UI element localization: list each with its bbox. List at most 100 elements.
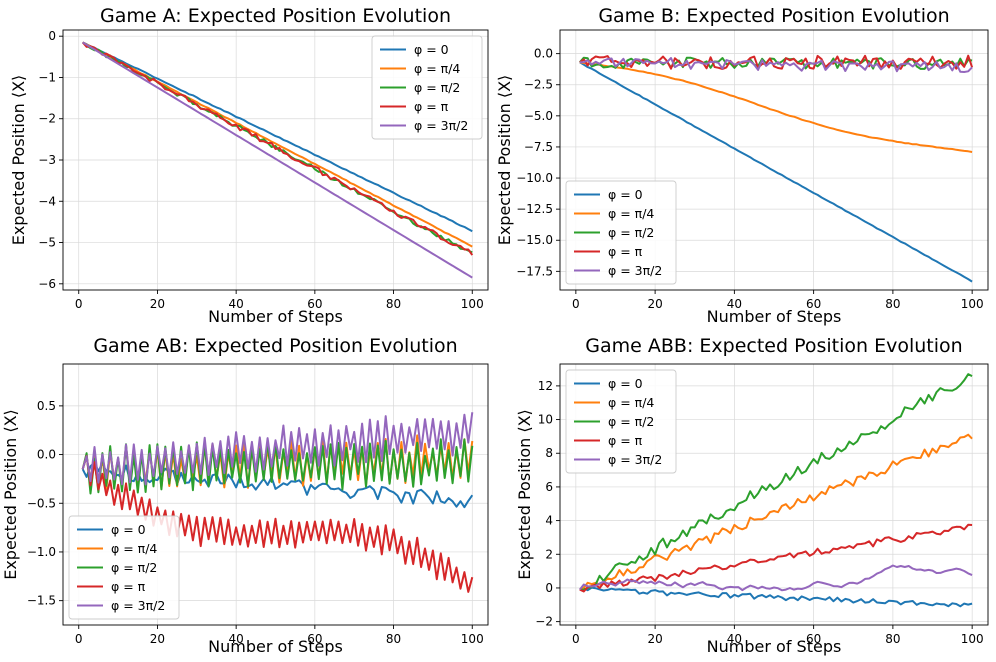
y-tick-label: 0.5	[37, 399, 56, 413]
series-line-4	[81, 454, 474, 593]
series-group	[579, 54, 974, 283]
x-tick-label: 40	[727, 632, 742, 646]
legend-entry: φ = π	[111, 579, 146, 594]
series-group	[81, 412, 474, 593]
legend-entry: φ = π	[608, 244, 643, 259]
x-tick-label: 20	[647, 297, 662, 311]
y-tick-label: −6	[38, 277, 56, 291]
y-tick-label: −7.5	[524, 140, 553, 154]
legend-entry: φ = 0	[608, 376, 643, 391]
y-tick-label: −12.5	[516, 202, 553, 216]
series-line-1	[82, 41, 473, 233]
x-tick-label: 40	[229, 632, 244, 646]
x-tick-label: 40	[727, 297, 742, 311]
y-tick-label: −3	[38, 153, 56, 167]
legend-box	[68, 515, 180, 620]
plot-frame	[559, 363, 989, 626]
legend: φ = 0 φ = π/4 φ = π/2 φ = π φ = 3π/2	[68, 515, 180, 620]
y-tick-label: 12	[538, 379, 553, 393]
x-tick-label: 0	[75, 632, 83, 646]
y-tick-label: −4	[38, 194, 56, 208]
legend-entry: φ = π/2	[608, 414, 654, 429]
y-tick-label: −1.5	[27, 594, 56, 608]
legend-entry: φ = π	[608, 433, 643, 448]
x-tick-label: 100	[461, 297, 484, 311]
series-line-5	[579, 564, 973, 592]
y-tick-label: −2	[535, 615, 553, 629]
x-tick-label: 80	[885, 632, 900, 646]
y-axis-label: Expected Position ⟨X⟩	[515, 409, 534, 580]
y-axis-label: Expected Position ⟨X⟩	[9, 75, 28, 246]
series-line-5	[82, 41, 473, 279]
legend-entry: φ = π	[414, 99, 449, 114]
x-tick-label: 60	[806, 297, 821, 311]
series-line-2	[579, 61, 973, 153]
series-line-1	[579, 61, 973, 283]
y-tick-label: −1.0	[27, 545, 56, 559]
x-tick-label: 80	[885, 297, 900, 311]
series-group	[579, 373, 973, 608]
legend-entry: φ = 3π/2	[608, 452, 662, 467]
y-tick-label: −1	[38, 70, 56, 84]
legend-entry: φ = π/2	[111, 560, 157, 575]
y-tick-label: 0	[545, 581, 553, 595]
x-axis-label: Number of Steps	[707, 637, 842, 656]
x-tick-label: 60	[307, 632, 322, 646]
legend-box	[565, 369, 677, 474]
x-tick-label: 20	[150, 297, 165, 311]
y-tick-label: 10	[538, 413, 553, 427]
x-tick-label: 20	[150, 632, 165, 646]
x-tick-label: 0	[572, 297, 580, 311]
series-line-4	[81, 41, 474, 256]
y-tick-label: −0.5	[27, 496, 56, 510]
x-tick-label: 100	[961, 632, 984, 646]
y-tick-label: −17.5	[516, 264, 553, 278]
chart-title: Game ABB: Expected Position Evolution	[585, 335, 962, 357]
plot-frame	[559, 29, 989, 291]
legend-entry: φ = π/4	[608, 206, 654, 221]
series-line-2	[579, 433, 973, 591]
y-tick-label: 0	[48, 29, 56, 43]
x-tick-label: 100	[961, 297, 984, 311]
x-tick-label: 60	[806, 632, 821, 646]
chart-title: Game AB: Expected Position Evolution	[93, 335, 457, 357]
y-tick-label: −10.0	[516, 171, 553, 185]
x-tick-label: 80	[386, 297, 401, 311]
y-tick-label: −15.0	[516, 233, 553, 247]
x-tick-label: 40	[229, 297, 244, 311]
y-tick-label: −5	[38, 236, 56, 250]
x-axis-label: Number of Steps	[208, 637, 343, 656]
x-axis-label: Number of Steps	[707, 307, 842, 326]
y-tick-label: 2	[545, 547, 553, 561]
y-tick-label: −5.0	[524, 109, 553, 123]
chart-panel-1: 0 20 40 60 80 100 0 −1 −2 −3 −4 −5 −6 Game A: Expecte…	[9, 5, 489, 326]
legend-entry: φ = 3π/2	[111, 598, 165, 613]
legend-entry: φ = 3π/2	[608, 263, 662, 278]
legend-box	[371, 35, 483, 140]
y-tick-label: 6	[545, 480, 553, 494]
legend-entry: φ = 0	[608, 187, 643, 202]
x-tick-label: 0	[572, 632, 580, 646]
legend-entry: φ = 0	[111, 522, 146, 537]
y-tick-label: 0.0	[534, 47, 553, 61]
y-axis-label: Expected Position ⟨X⟩	[1, 409, 20, 580]
chart-title: Game A: Expected Position Evolution	[100, 5, 451, 27]
legend: φ = 0 φ = π/4 φ = π/2 φ = π φ = 3π/2	[565, 180, 677, 285]
y-tick-label: 4	[545, 514, 553, 528]
legend-entry: φ = 3π/2	[414, 118, 468, 133]
legend-box	[565, 180, 677, 285]
series-line-4	[579, 523, 973, 593]
x-tick-label: 60	[307, 297, 322, 311]
x-tick-label: 0	[75, 297, 83, 311]
legend-entry: φ = π/4	[608, 395, 654, 410]
series-line-5	[81, 412, 474, 486]
y-tick-label: −2	[38, 112, 56, 126]
chart-title: Game B: Expected Position Evolution	[598, 5, 949, 27]
chart-panel-2: 0 20 40 60 80 100 0.0 −2.5 −5.0 −7.5 −10.0 −12.5 −15…	[495, 5, 989, 326]
x-tick-label: 100	[461, 632, 484, 646]
y-axis-label: Expected Position ⟨X⟩	[495, 75, 514, 246]
chart-panel-3: 0 20 40 60 80 100 0.5 0.0 −0.5 −1.0 −1.5 Game AB: E…	[1, 335, 489, 656]
y-tick-label: 8	[545, 446, 553, 460]
